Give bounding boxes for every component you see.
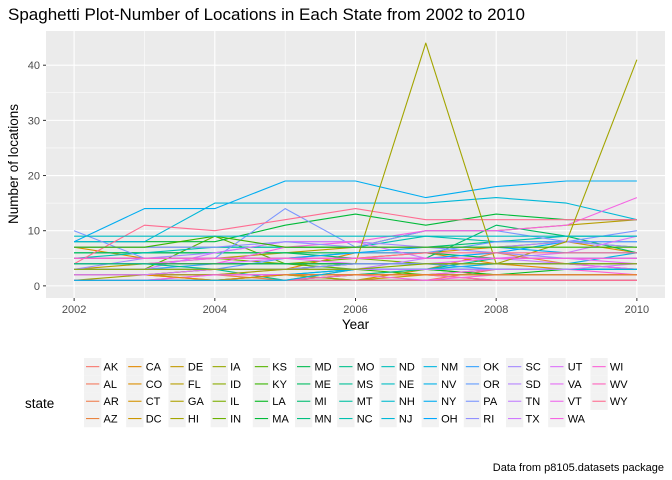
legend-label-va: VA	[568, 379, 583, 391]
legend-label-dc: DC	[146, 413, 162, 425]
legend-title: state	[25, 396, 54, 411]
series-line-ma	[74, 213, 637, 243]
legend-label-sd: SD	[526, 379, 541, 391]
legend-label-ks: KS	[272, 362, 287, 374]
legend-label-ok: OK	[483, 362, 500, 374]
legend: AK AL AR AZ CA CO CT DC DE FL GA HI IA ID IL IN KS KY LA MA…	[84, 358, 628, 428]
series-line	[73, 208, 637, 265]
legend-label-pa: PA	[483, 396, 498, 408]
legend-label-de: DE	[188, 362, 203, 374]
series-lines	[73, 42, 638, 281]
legend-label-ia: IA	[230, 362, 241, 374]
legend-label-nv: NV	[441, 379, 457, 391]
y-tick-label: 20	[28, 171, 40, 183]
legend-label-mn: MN	[315, 413, 332, 425]
legend-label-nh: NH	[399, 396, 415, 408]
y-tick-label: 30	[28, 115, 40, 127]
x-axis-title: Year	[342, 317, 370, 332]
y-tick-label: 10	[28, 226, 40, 238]
legend-label-ms: MS	[357, 379, 374, 391]
legend-label-ar: AR	[104, 396, 119, 408]
legend-label-tn: TN	[526, 396, 541, 408]
chart-title: Spaghetti Plot-Number of Locations in Ea…	[8, 5, 525, 24]
legend-label-hi: HI	[188, 413, 199, 425]
legend-label-la: LA	[272, 396, 286, 408]
legend-label-ne: NE	[399, 379, 414, 391]
legend-label-nj: NJ	[399, 413, 412, 425]
legend-label-mi: MI	[315, 396, 327, 408]
grid-lines	[46, 31, 665, 298]
legend-label-me: ME	[315, 379, 332, 391]
x-axis: 2002 2004 2006 2008 2010	[62, 298, 649, 316]
series-line	[74, 263, 637, 270]
series-line	[74, 274, 637, 281]
x-tick-label: 2002	[62, 304, 86, 316]
legend-label-ma: MA	[272, 413, 289, 425]
series-line-ny	[73, 180, 637, 243]
y-axis-title: Number of locations	[6, 104, 21, 224]
legend-label-sc: SC	[526, 362, 541, 374]
legend-label-wy: WY	[610, 396, 628, 408]
legend-label-ca: CA	[146, 362, 162, 374]
x-tick-label: 2006	[343, 304, 367, 316]
legend-label-fl: FL	[188, 379, 201, 391]
legend-label-ny: NY	[441, 396, 457, 408]
legend-label-in: IN	[230, 413, 241, 425]
x-tick-label: 2004	[203, 304, 227, 316]
legend-label-or: OR	[483, 379, 500, 391]
series-line	[74, 235, 637, 248]
y-axis: 0 10 20 30 40	[28, 60, 46, 293]
legend-label-mo: MO	[357, 362, 375, 374]
x-tick-label: 2008	[484, 304, 508, 316]
legend-label-wi: WI	[610, 362, 623, 374]
x-tick-label: 2010	[625, 304, 649, 316]
legend-label-mt: MT	[357, 396, 373, 408]
legend-label-wv: WV	[610, 379, 628, 391]
legend-label-il: IL	[230, 396, 239, 408]
series-line-nj	[74, 197, 638, 243]
legend-label-oh: OH	[441, 413, 458, 425]
legend-label-ut: UT	[568, 362, 583, 374]
y-tick-label: 0	[34, 281, 40, 293]
legend-label-ct: CT	[146, 396, 161, 408]
legend-label-co: CO	[146, 379, 163, 391]
legend-label-ak: AK	[104, 362, 119, 374]
legend-label-al: AL	[104, 379, 117, 391]
y-tick-label: 40	[28, 60, 40, 72]
legend-label-md: MD	[315, 362, 332, 374]
legend-label-vt: VT	[568, 396, 582, 408]
legend-label-az: AZ	[104, 413, 118, 425]
legend-label-ga: GA	[188, 396, 205, 408]
legend-label-nc: NC	[357, 413, 373, 425]
legend-label-ri: RI	[483, 413, 494, 425]
legend-label-wa: WA	[568, 413, 586, 425]
legend-label-tx: TX	[526, 413, 541, 425]
legend-label-nd: ND	[399, 362, 415, 374]
caption: Data from p8105.datasets package	[493, 462, 664, 474]
legend-label-id: ID	[230, 379, 241, 391]
legend-label-nm: NM	[441, 362, 458, 374]
legend-label-ky: KY	[272, 379, 287, 391]
